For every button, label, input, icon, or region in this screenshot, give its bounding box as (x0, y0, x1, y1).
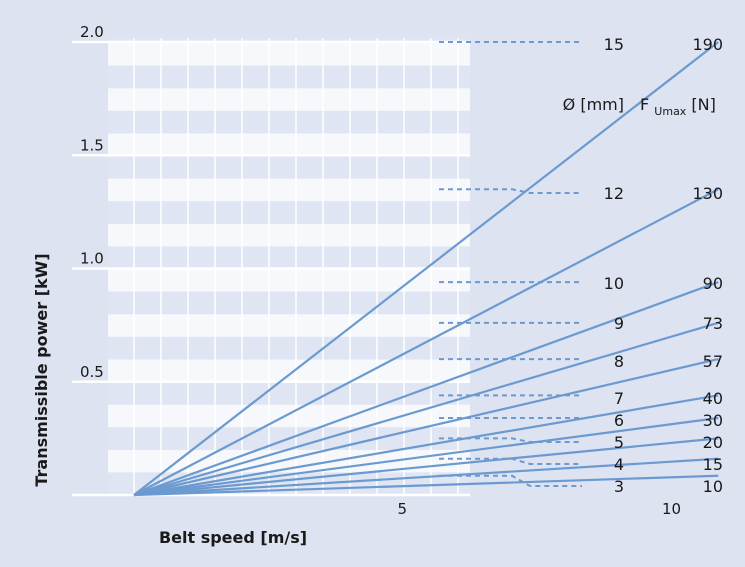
plot-band (108, 269, 470, 292)
force-label: 73 (703, 314, 723, 333)
force-label: 10 (703, 477, 723, 496)
plot-band (108, 38, 470, 43)
plot-band (108, 65, 470, 89)
series-line-9 (133, 321, 719, 497)
plot-band (108, 223, 470, 247)
force-label: 130 (692, 184, 723, 203)
force-header: F Umax [N] (640, 95, 716, 119)
series-line-8 (133, 358, 719, 497)
series-line-6 (133, 416, 719, 497)
x-tick-label: 5 (397, 500, 407, 518)
grid-lines (72, 38, 470, 497)
force-label: 190 (692, 35, 723, 54)
force-label: 30 (703, 411, 723, 430)
plot-background (108, 38, 470, 495)
series-line-3 (133, 474, 719, 497)
connector-5 (439, 437, 582, 443)
diameter-header: Ø [mm] (563, 95, 624, 114)
connector-12 (439, 188, 582, 194)
force-label: 90 (703, 274, 723, 293)
plot-band (108, 314, 470, 337)
force-label: 20 (703, 433, 723, 452)
series-line-10 (133, 281, 719, 497)
diameter-label: 4 (614, 455, 624, 474)
connector-4 (439, 457, 582, 465)
series-line-5 (133, 437, 719, 497)
plot-band (108, 359, 470, 382)
y-tick-label: 1.0 (80, 250, 104, 268)
x-tick-labels: 5 10 (397, 500, 681, 518)
force-label: 15 (703, 455, 723, 474)
diameter-label: 9 (614, 314, 624, 333)
series-labels: 15 190 12 130 10 90 9 73 8 57 7 40 6 30 5 20 4 15 3 10 (604, 35, 723, 496)
plot-band (108, 291, 470, 315)
y-tick-labels: 0.5 1.0 1.5 2.0 (80, 23, 104, 381)
plot-band (108, 449, 470, 473)
plot-band (108, 336, 470, 360)
diameter-label: 7 (614, 389, 624, 408)
plot-band (108, 201, 470, 224)
diameter-label: 15 (604, 35, 624, 54)
plot-band (108, 110, 470, 134)
series-line-4 (133, 457, 719, 497)
plot-band (108, 156, 470, 179)
x-tick-label: 10 (662, 500, 681, 518)
diameter-label: 12 (604, 184, 624, 203)
y-axis-title: Transmissible power [kW] (32, 253, 51, 486)
series-line-7 (133, 394, 719, 497)
plot-band (108, 178, 470, 202)
plot-band (108, 246, 470, 269)
y-tick-label: 1.5 (80, 136, 104, 154)
diameter-label: 6 (614, 411, 624, 430)
y-tick-label: 0.5 (80, 363, 104, 381)
force-label: 57 (703, 352, 723, 371)
force-header-sub: Umax (654, 105, 687, 118)
diameter-label: 8 (614, 352, 624, 371)
y-tick-label: 2.0 (80, 23, 104, 41)
diameter-label: 10 (604, 274, 624, 293)
series-line-15 (133, 41, 719, 496)
plot-band (108, 404, 470, 428)
connector-3 (439, 474, 582, 487)
diameter-label: 3 (614, 477, 624, 496)
force-label: 40 (703, 389, 723, 408)
diameter-label: 5 (614, 433, 624, 452)
series-line-12 (133, 188, 719, 496)
force-header-main: F (640, 95, 649, 114)
plot-band (108, 382, 470, 405)
series-lines (133, 41, 719, 497)
x-axis-title: Belt speed [m/s] (159, 528, 307, 547)
force-header-unit: [N] (691, 95, 715, 114)
plot-band (108, 43, 470, 66)
plot-band (108, 133, 470, 156)
plot-band (108, 88, 470, 111)
